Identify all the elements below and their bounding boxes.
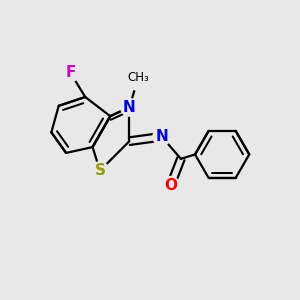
Circle shape [62,64,79,82]
Text: O: O [164,178,177,193]
Circle shape [162,176,179,194]
Text: CH₃: CH₃ [127,71,149,84]
Text: S: S [94,163,105,178]
Text: N: N [155,129,168,144]
Circle shape [126,65,151,90]
Circle shape [91,162,109,179]
Circle shape [121,98,138,116]
Text: F: F [65,65,76,80]
Circle shape [153,128,171,146]
Text: N: N [123,100,136,115]
